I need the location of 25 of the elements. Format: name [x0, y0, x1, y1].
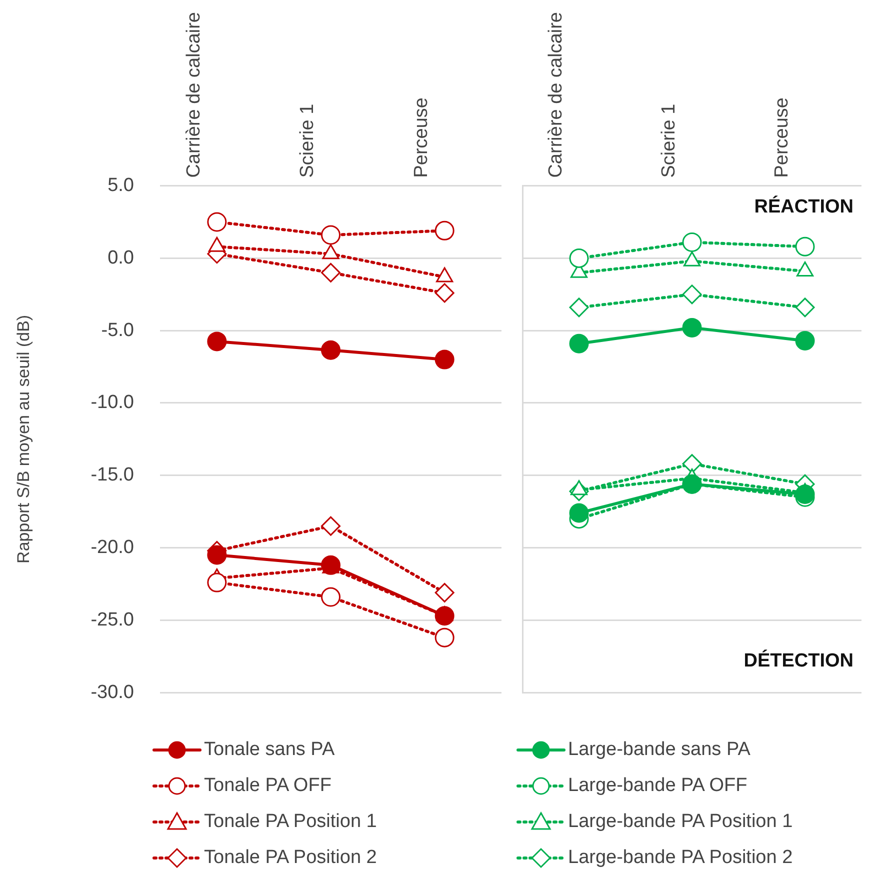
y-tick-label: -10.0	[90, 392, 134, 414]
y-tick-label: 0.0	[108, 247, 134, 268]
x-tick-label: Perceuse	[771, 98, 792, 178]
x-tick-label: Scierie 1	[297, 104, 318, 178]
legend-label: Large-bande PA Position 1	[568, 811, 793, 833]
x-tick-label: Scierie 1	[658, 104, 680, 178]
x-tick-label: Carrière de calcaire	[545, 12, 566, 178]
legend-label: Large-bande PA OFF	[568, 775, 748, 797]
y-tick-label: -25.0	[90, 609, 134, 630]
y-axis-title: Rapport S/B moyen au seuil (dB)	[14, 314, 33, 564]
legend-label: Tonale sans PA	[204, 739, 335, 761]
annotation: RÉACTION	[754, 196, 854, 218]
legend-label: Tonale PA Position 1	[204, 811, 377, 833]
y-tick-label: -20.0	[90, 537, 134, 558]
y-tick-label: -5.0	[101, 320, 134, 341]
y-tick-label: -15.0	[90, 464, 134, 486]
y-tick-label: -30.0	[90, 682, 134, 703]
y-tick-label: 5.0	[108, 175, 134, 196]
annotation: DÉTECTION	[744, 649, 854, 672]
x-tick-label: Perceuse	[411, 98, 432, 178]
legend-label: Large-bande sans PA	[568, 739, 750, 761]
legend-label: Tonale PA Position 2	[204, 847, 377, 869]
legend-label: Large-bande PA Position 2	[568, 847, 793, 869]
legend-label: Tonale PA OFF	[204, 775, 332, 797]
x-tick-label: Carrière de calcaire	[183, 12, 204, 178]
